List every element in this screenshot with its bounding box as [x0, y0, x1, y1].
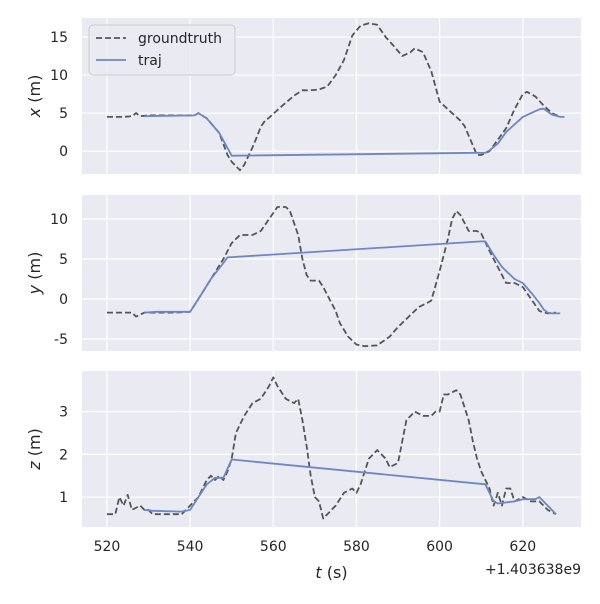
x-tick-label: 540 — [177, 539, 204, 555]
y-axis-label-variable: x — [25, 107, 44, 118]
y-axis-label-unit: (m) — [25, 75, 44, 108]
y-tick-label: 10 — [50, 212, 68, 228]
series-traj-line — [144, 458, 557, 515]
y-tick-label: 0 — [59, 292, 68, 308]
y-tick-label: 0 — [59, 144, 68, 160]
plot-background — [82, 371, 581, 527]
y-axis-label-variable: z — [25, 461, 44, 471]
panel-z: 520 540 560 580 600 620 1 2 3 z (m) — [25, 371, 581, 555]
legend-label-groundtruth: groundtruth — [138, 31, 222, 47]
x-tick-label: 620 — [509, 539, 536, 555]
x-axis-label-variable: t — [315, 563, 322, 582]
x-tick-label: 560 — [260, 539, 287, 555]
y-tick-label: 3 — [59, 405, 68, 421]
y-tick-label: 10 — [50, 68, 68, 84]
y-tick-label: -5 — [54, 332, 68, 348]
x-axis-label-unit: (s) — [322, 563, 348, 582]
y-axis-label-unit: (m) — [25, 428, 44, 461]
y-tick-label: 5 — [59, 252, 68, 268]
x-tick-label: 600 — [426, 539, 453, 555]
y-axis-label: x (m) — [25, 75, 44, 119]
legend-label-traj: traj — [138, 53, 162, 69]
panel-y: -5 0 5 10 y (m) — [25, 195, 581, 351]
legend: groundtruth traj — [88, 24, 236, 76]
y-tick-label: 2 — [59, 447, 68, 463]
plot-background — [82, 195, 581, 351]
x-tick-label: 580 — [343, 539, 370, 555]
y-tick-label: 15 — [50, 30, 68, 46]
x-axis-label: t (s) — [315, 563, 347, 582]
y-axis-label: z (m) — [25, 428, 44, 471]
x-offset-label: +1.403638e9 — [485, 562, 581, 578]
y-tick-label: 1 — [59, 490, 68, 506]
y-axis-label-variable: y — [25, 284, 44, 295]
y-axis-label: y (m) — [25, 252, 44, 296]
y-axis-label-unit: (m) — [25, 252, 44, 285]
series-traj-line — [144, 107, 565, 157]
y-tick-label: 5 — [59, 106, 68, 122]
series-groundtruth-line — [107, 376, 557, 520]
series-traj-line — [144, 240, 561, 315]
x-tick-label: 520 — [94, 539, 121, 555]
